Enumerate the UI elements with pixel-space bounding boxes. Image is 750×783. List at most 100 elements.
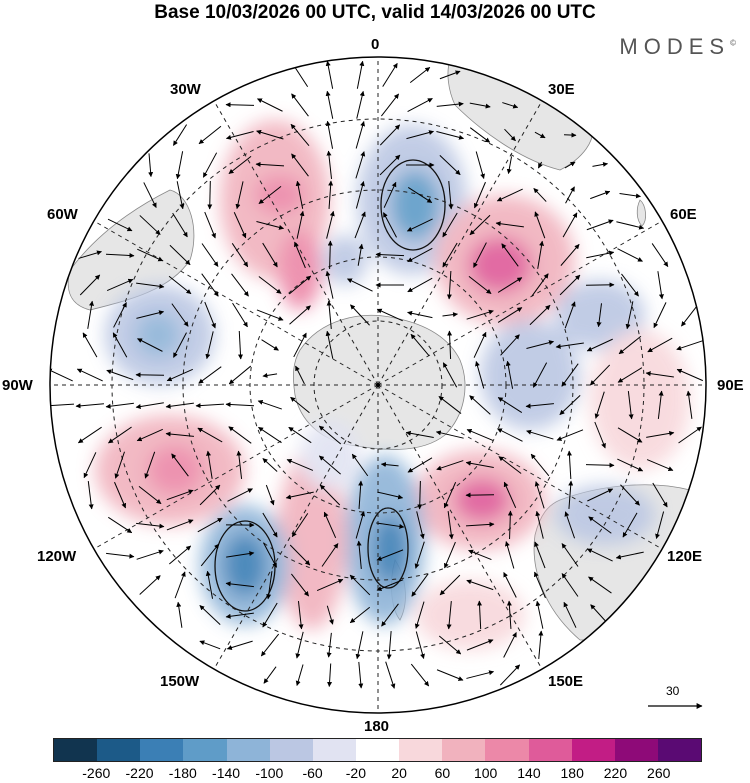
wind-vector (136, 549, 164, 560)
wind-vector (381, 603, 399, 627)
wind-vector (534, 481, 545, 509)
colorbar-tick-label: -220 (125, 765, 154, 781)
colorbar-tick-label: 20 (391, 765, 407, 781)
wind-vector (678, 426, 702, 444)
wind-vector (617, 248, 643, 262)
wind-vector (258, 276, 282, 294)
wind-vector (285, 491, 314, 500)
wind-vector (590, 190, 611, 200)
wind-vector (290, 396, 310, 414)
colorbar-cell (54, 739, 98, 761)
wind-vector (561, 573, 579, 597)
wind-vector (228, 365, 252, 385)
wind-vector (105, 402, 134, 409)
wind-vector (113, 302, 127, 328)
wind-vector (504, 541, 515, 569)
wind-vector (406, 130, 435, 140)
wind-vector (226, 551, 255, 558)
wind-vector (50, 368, 73, 382)
wind-vector (375, 252, 405, 258)
wind-vector (355, 151, 366, 179)
wind-vector (617, 427, 643, 443)
wind-vector (355, 631, 364, 660)
wind-vector (386, 631, 392, 660)
wind-vector (255, 161, 285, 167)
wind-vector (358, 480, 364, 510)
wind-vector (447, 330, 453, 360)
wind-vector (535, 600, 544, 629)
colorbar-cell (442, 739, 486, 761)
wind-vector (466, 670, 495, 679)
wind-vector (534, 211, 546, 239)
wind-vector (136, 522, 165, 529)
wind-vector (414, 601, 425, 629)
wind-vector (204, 301, 216, 329)
wind-vector (231, 273, 249, 297)
wind-vector (326, 300, 332, 329)
wind-vector (325, 120, 334, 149)
colorbar-tick-label: 180 (560, 765, 584, 781)
meridian-line (93, 220, 379, 386)
wind-vector (383, 212, 397, 238)
colorbar-tick-label: -140 (212, 765, 241, 781)
wind-vector (291, 93, 309, 117)
wind-vector (289, 305, 311, 325)
wind-vector (166, 368, 193, 382)
wind-vector (676, 368, 704, 382)
wind-vector (438, 635, 462, 655)
wind-vector (594, 391, 605, 419)
wind-vector (325, 270, 334, 299)
map-boundary (49, 56, 707, 714)
anomaly-neg-160w (300, 420, 360, 490)
colorbar-cell (355, 739, 400, 761)
wind-vector (560, 244, 580, 266)
wind-vector (410, 663, 430, 687)
wind-vector (657, 271, 664, 300)
wind-vector (226, 640, 253, 650)
wind-vector (676, 340, 704, 351)
label-150w: 150W (160, 673, 200, 690)
wind-vector (290, 573, 310, 597)
wind-vector (174, 571, 186, 599)
wind-vector (473, 331, 487, 358)
wind-vector (504, 128, 516, 142)
wind-vector (439, 574, 461, 596)
wind-vector (326, 210, 335, 239)
wind-vector (165, 431, 194, 437)
wind-vector (442, 362, 458, 388)
wind-vector (78, 250, 102, 259)
anomaly-neg-80e (480, 320, 580, 430)
wind-vector (262, 602, 278, 628)
wind-vector (325, 90, 334, 119)
wind-vector (681, 303, 699, 327)
wind-vector (618, 335, 642, 355)
wind-vector (236, 450, 243, 479)
wind-vector (207, 180, 213, 210)
wind-vector (135, 402, 164, 409)
wind-vector (444, 541, 456, 569)
anomaly-pos-140e-core (454, 478, 510, 522)
colorbar-cell (399, 739, 443, 761)
colorbar-tick-label: -260 (82, 765, 111, 781)
wind-vector (655, 511, 665, 540)
wind-vector (356, 90, 365, 119)
wind-vector (530, 453, 550, 477)
wind-vector (407, 98, 433, 112)
wind-vector (653, 302, 667, 329)
wind-vector (316, 578, 344, 591)
wind-vector (76, 368, 103, 382)
wind-vector (617, 458, 644, 472)
label-120e: 120E (667, 548, 703, 565)
wind-vector (586, 219, 614, 231)
wind-vector (202, 152, 218, 178)
wind-vector (106, 369, 134, 381)
wind-vector (349, 606, 371, 624)
wind-vector (293, 332, 307, 358)
label-120w: 120W (37, 548, 77, 565)
wind-vector (321, 543, 339, 567)
wind-vector (503, 481, 517, 508)
wind-vector (295, 664, 304, 686)
anomaly-neg-75w-core (136, 313, 180, 357)
wind-vector (262, 542, 278, 568)
colorbar-tick-label: -180 (168, 765, 197, 781)
